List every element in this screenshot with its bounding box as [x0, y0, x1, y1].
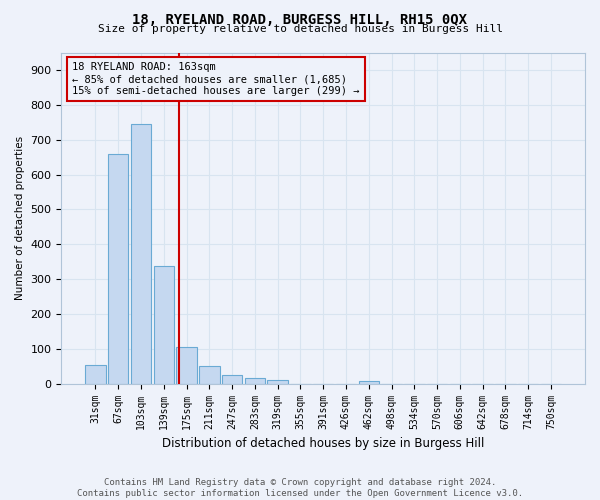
Bar — [245, 378, 265, 384]
Bar — [176, 347, 197, 384]
Bar — [222, 375, 242, 384]
Bar — [268, 380, 288, 384]
Bar — [154, 266, 174, 384]
X-axis label: Distribution of detached houses by size in Burgess Hill: Distribution of detached houses by size … — [162, 437, 484, 450]
Bar — [199, 366, 220, 384]
Bar — [108, 154, 128, 384]
Text: 18, RYELAND ROAD, BURGESS HILL, RH15 0QX: 18, RYELAND ROAD, BURGESS HILL, RH15 0QX — [133, 12, 467, 26]
Text: Size of property relative to detached houses in Burgess Hill: Size of property relative to detached ho… — [97, 24, 503, 34]
Text: 18 RYELAND ROAD: 163sqm
← 85% of detached houses are smaller (1,685)
15% of semi: 18 RYELAND ROAD: 163sqm ← 85% of detache… — [72, 62, 359, 96]
Bar — [359, 381, 379, 384]
Y-axis label: Number of detached properties: Number of detached properties — [15, 136, 25, 300]
Text: Contains HM Land Registry data © Crown copyright and database right 2024.
Contai: Contains HM Land Registry data © Crown c… — [77, 478, 523, 498]
Bar — [85, 364, 106, 384]
Bar — [131, 124, 151, 384]
